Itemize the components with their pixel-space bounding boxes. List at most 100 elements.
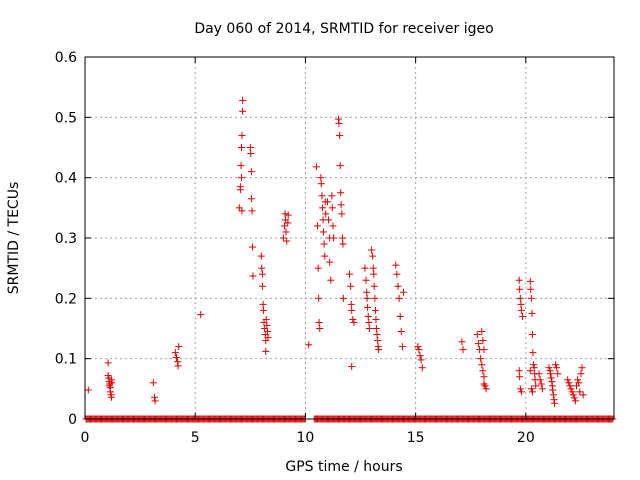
data-point	[372, 306, 380, 314]
data-point	[554, 370, 562, 378]
data-point	[517, 388, 525, 396]
data-point	[150, 393, 158, 401]
data-point	[258, 282, 266, 290]
data-point	[369, 252, 377, 260]
data-point	[236, 183, 244, 191]
data-point	[247, 168, 255, 176]
data-point	[312, 163, 320, 171]
data-point	[527, 385, 535, 393]
x-tick-label: 15	[407, 430, 425, 446]
data-point	[197, 311, 205, 319]
data-point	[84, 386, 92, 394]
data-point	[517, 300, 525, 308]
data-point	[536, 376, 544, 384]
y-tick-label: 0.5	[55, 110, 77, 126]
data-point	[350, 318, 358, 326]
data-point	[314, 222, 322, 230]
data-point	[526, 367, 534, 375]
data-point	[321, 252, 329, 260]
data-point	[571, 397, 579, 405]
data-point	[364, 303, 372, 311]
data-point	[415, 346, 423, 354]
data-point	[481, 382, 489, 390]
data-point	[482, 385, 490, 393]
data-point	[395, 294, 403, 302]
data-point	[567, 385, 575, 393]
data-point	[319, 204, 327, 212]
data-point	[365, 325, 373, 332]
data-point	[104, 359, 112, 367]
data-point	[247, 195, 255, 203]
x-tick-label: 10	[297, 430, 315, 446]
data-point	[473, 331, 481, 339]
y-tick-label: 0.6	[55, 50, 77, 66]
data-point	[317, 174, 325, 182]
data-point	[337, 189, 345, 197]
data-point	[336, 162, 344, 170]
data-point	[262, 347, 270, 355]
data-point	[537, 380, 545, 388]
data-point	[172, 353, 180, 361]
data-point	[418, 364, 426, 372]
data-point	[568, 388, 576, 396]
data-point	[529, 349, 537, 357]
data-point	[175, 343, 183, 351]
data-point	[364, 312, 372, 320]
x-tick-label: 0	[81, 430, 90, 446]
data-point	[318, 192, 326, 200]
data-point	[361, 264, 369, 272]
data-point	[417, 356, 425, 364]
data-point	[349, 315, 357, 323]
data-point	[527, 294, 535, 302]
data-point	[552, 361, 560, 369]
data-point	[535, 370, 543, 378]
data-point	[330, 234, 338, 242]
data-point	[545, 364, 553, 372]
data-point	[393, 270, 401, 278]
data-point	[323, 198, 331, 206]
data-point	[315, 318, 323, 326]
data-point	[549, 391, 557, 399]
data-point	[151, 397, 159, 405]
data-point	[369, 264, 377, 272]
data-point	[336, 131, 344, 139]
data-point	[528, 331, 536, 339]
data-point	[480, 373, 488, 381]
data-point	[368, 246, 376, 254]
data-point	[370, 282, 378, 290]
data-point	[578, 364, 586, 372]
data-point	[570, 394, 578, 402]
data-point	[329, 222, 337, 230]
chart-title: Day 060 of 2014, SRMTID for receiver ige…	[194, 21, 493, 37]
data-point	[477, 355, 485, 363]
data-point	[392, 261, 400, 269]
data-point	[258, 270, 266, 278]
data-point	[577, 370, 585, 378]
data-point	[479, 337, 487, 345]
data-point	[319, 228, 327, 236]
data-point	[264, 328, 272, 336]
y-tick-label: 0.3	[55, 231, 77, 247]
data-point	[553, 364, 561, 372]
data-point	[280, 222, 288, 230]
data-point	[108, 379, 116, 387]
data-point	[262, 315, 270, 323]
data-point	[238, 131, 246, 139]
x-tick-label: 20	[517, 430, 535, 446]
data-point	[337, 201, 345, 209]
data-point	[396, 312, 404, 320]
data-point	[249, 243, 257, 251]
data-point	[106, 388, 114, 396]
data-point	[335, 119, 343, 127]
data-point	[246, 144, 254, 151]
data-point	[259, 300, 267, 308]
data-point	[547, 374, 555, 382]
data-point	[373, 331, 381, 339]
x-tick-label: 5	[191, 430, 200, 446]
data-point	[328, 204, 336, 212]
data-point	[257, 252, 265, 260]
data-point	[239, 107, 247, 115]
data-point	[263, 321, 271, 329]
